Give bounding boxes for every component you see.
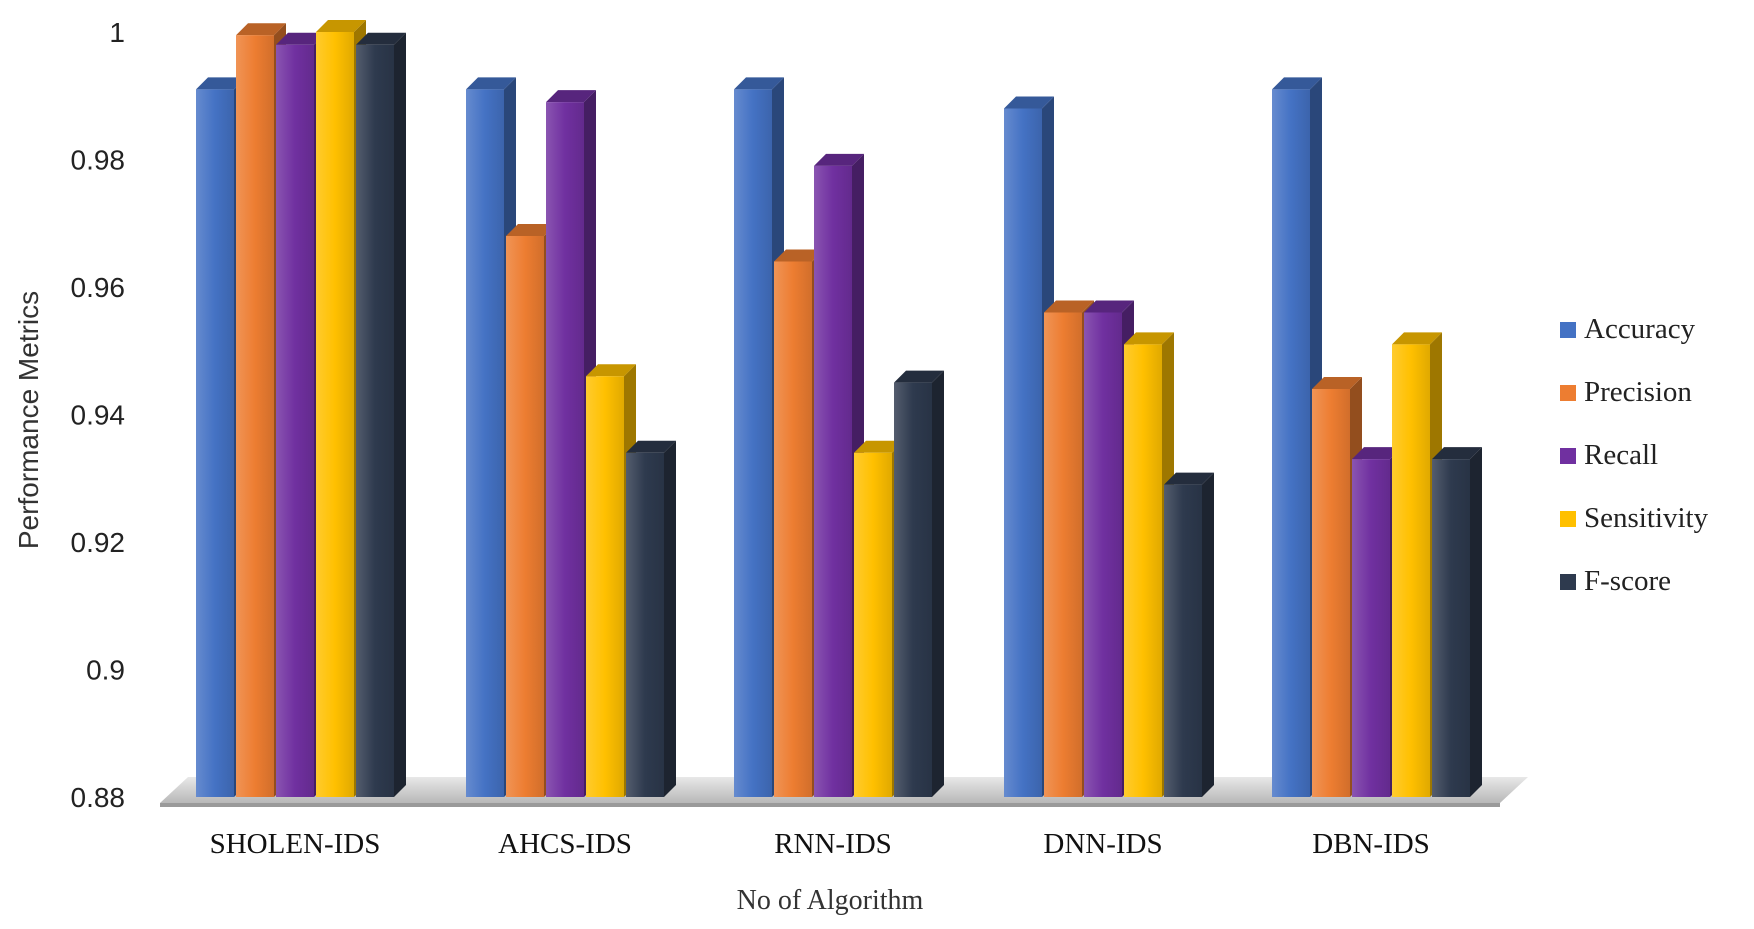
x-axis-title: No of Algorithm (737, 885, 924, 916)
legend-entry: Sensitivity (1560, 502, 1709, 534)
bar-top (1272, 77, 1322, 90)
legend-entry: Precision (1560, 376, 1692, 408)
bar-top (1004, 96, 1054, 109)
bar-side (932, 370, 944, 797)
bar-front (546, 102, 584, 797)
bar-top (854, 440, 904, 453)
legend-label: Precision (1584, 376, 1692, 408)
bar-front (1352, 459, 1390, 797)
bar-top (626, 440, 676, 453)
bar-top (1164, 472, 1214, 485)
x-category-label: RNN-IDS (774, 828, 892, 860)
bar-top (316, 20, 366, 32)
legend-label: Sensitivity (1584, 502, 1709, 534)
bar-top (1124, 332, 1174, 345)
legend-swatch (1560, 322, 1576, 338)
x-category-label: SHOLEN-IDS (210, 828, 381, 860)
bar-top (774, 249, 824, 262)
x-category-label: DBN-IDS (1312, 828, 1430, 860)
bar-front (734, 89, 772, 797)
x-axis-categories: SHOLEN-IDS AHCS-IDS RNN-IDS DNN-IDS DBN-IDS (210, 828, 1430, 860)
bar-top (506, 224, 556, 236)
bar-front (356, 44, 394, 797)
y-axis-title: Performance Metrics (13, 291, 44, 549)
bar-top (276, 32, 326, 45)
y-tick-label: 0.9 (86, 655, 125, 686)
bar (626, 440, 676, 797)
bar-top (1432, 447, 1482, 460)
bar-side (1470, 447, 1482, 797)
bar-front (1272, 89, 1310, 797)
bar-top (1084, 300, 1134, 313)
bar-top (1392, 332, 1442, 345)
bar-front (626, 452, 664, 797)
bar (1164, 472, 1214, 797)
bar (1432, 447, 1482, 797)
bar-front (466, 89, 504, 797)
bar-top (466, 77, 516, 90)
bar (356, 32, 406, 797)
bar-side (394, 32, 406, 797)
x-category-label: DNN-IDS (1043, 828, 1162, 860)
y-tick-label: 0.94 (71, 400, 126, 431)
bar-front (1312, 389, 1350, 797)
y-tick-label: 0.92 (71, 527, 126, 558)
bar-front (1432, 459, 1470, 797)
bar-top (1352, 447, 1402, 460)
bars (196, 20, 1482, 797)
bar-front (196, 89, 234, 797)
bar-front (894, 382, 932, 797)
bar-front (1044, 312, 1082, 797)
bar-front (236, 35, 274, 797)
bar-top (586, 364, 636, 377)
legend-swatch (1560, 574, 1576, 590)
bar-top (894, 370, 944, 383)
legend: Accuracy Precision Recall Sensitivity F-scor… (1560, 313, 1709, 597)
bar-top (1044, 300, 1094, 313)
bar-top (814, 153, 864, 166)
bar-front (316, 32, 354, 797)
legend-label: Recall (1584, 439, 1658, 471)
legend-label: F-score (1584, 565, 1671, 597)
bar-front (1124, 344, 1162, 797)
bar-front (1004, 108, 1042, 797)
bar-front (1392, 344, 1430, 797)
bar-front (1164, 484, 1202, 797)
y-tick-label: 0.96 (71, 272, 126, 303)
bar-side (664, 440, 676, 797)
bar-front (774, 261, 812, 797)
legend-entry: Accuracy (1560, 313, 1696, 345)
legend-swatch (1560, 448, 1576, 464)
y-tick-label: 0.98 (71, 145, 126, 176)
legend-entry: Recall (1560, 439, 1658, 471)
bar-top (734, 77, 784, 90)
bar (894, 370, 944, 797)
legend-swatch (1560, 511, 1576, 527)
legend-swatch (1560, 385, 1576, 401)
bar-front (586, 376, 624, 797)
bar-top (236, 23, 286, 36)
bar-top (196, 77, 246, 90)
bar-front (276, 44, 314, 797)
bar-top (1312, 377, 1362, 389)
legend-entry: F-score (1560, 565, 1671, 597)
bar-front (854, 452, 892, 797)
floor-edge (160, 803, 1500, 807)
legend-label: Accuracy (1584, 313, 1696, 345)
y-tick-label: 0.88 (71, 782, 126, 813)
bar-front (1084, 312, 1122, 797)
bar-front (506, 236, 544, 797)
bar-front (814, 165, 852, 797)
bar-side (1202, 472, 1214, 797)
bar-top (356, 32, 406, 45)
y-axis-ticks: 0.88 0.9 0.92 0.94 0.96 0.98 1 (71, 17, 126, 813)
y-tick-label: 1 (109, 17, 125, 48)
x-category-label: AHCS-IDS (498, 828, 632, 860)
bar-top (546, 90, 596, 103)
